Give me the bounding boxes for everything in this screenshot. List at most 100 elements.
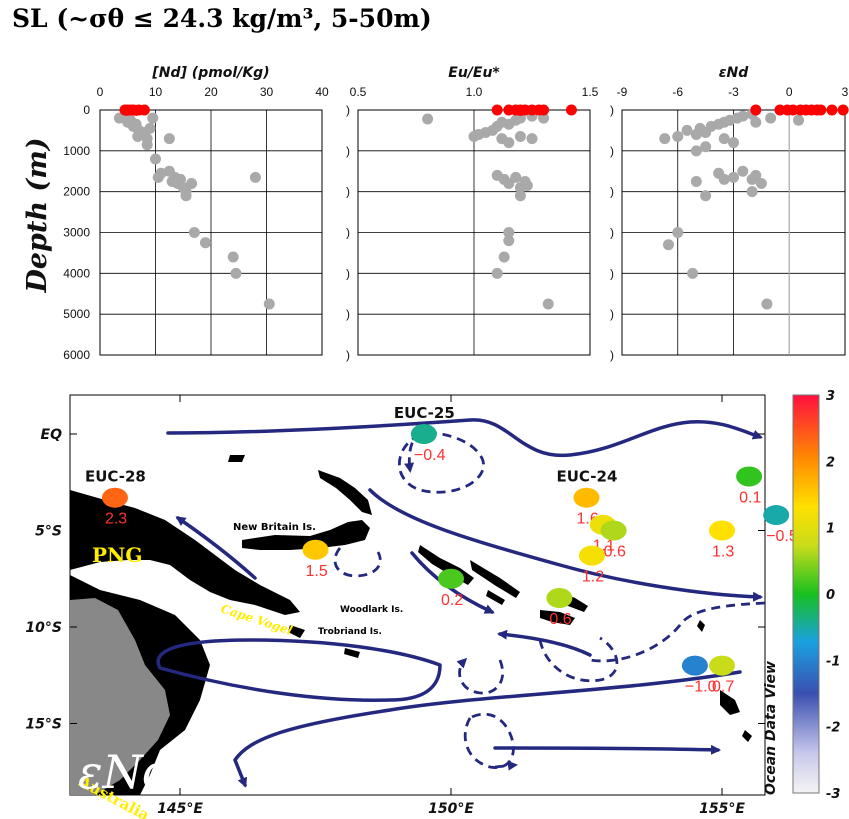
y-tick-mark: ) bbox=[610, 348, 614, 362]
dashed-current-eddy bbox=[463, 712, 515, 767]
x-tick-label: 0 bbox=[786, 85, 793, 99]
epsilon-nd-panel: -9 -6 -3 0 3 εNd))))))) bbox=[610, 65, 849, 362]
x-tick-label: 0.5 bbox=[350, 85, 367, 99]
data-point bbox=[144, 122, 156, 134]
station-value-label: 0.1 bbox=[739, 489, 761, 506]
data-point bbox=[514, 112, 526, 124]
station-value-label: 1.5 bbox=[306, 563, 328, 580]
station-marker bbox=[438, 568, 464, 589]
y-tick-label: 1000 bbox=[63, 144, 90, 158]
station-value-label: 0.6 bbox=[549, 611, 571, 628]
data-point bbox=[538, 104, 550, 116]
y-tick-mark: ) bbox=[346, 226, 350, 240]
y-tick-label: 6000 bbox=[63, 348, 90, 362]
x-tick-label: 1.0 bbox=[466, 85, 483, 99]
map-y-tick-label: 5°S bbox=[35, 524, 62, 540]
data-point bbox=[163, 133, 175, 145]
data-point bbox=[687, 267, 699, 279]
data-point bbox=[718, 133, 730, 145]
station-value-label: 2.3 bbox=[105, 511, 127, 528]
colorbar-tick-label: 3 bbox=[826, 389, 835, 404]
eu-anomaly-panel: 0.5 1.0 1.5 Eu/Eu*))))))) bbox=[346, 65, 599, 362]
data-point bbox=[662, 239, 674, 251]
x-tick-label: 10 bbox=[149, 85, 163, 99]
epsilon-nd-panel-label: εNd bbox=[78, 745, 172, 799]
map-x-tick-label: 150°E bbox=[428, 801, 474, 817]
data-point bbox=[750, 116, 762, 128]
dashed-current-eddy bbox=[456, 657, 504, 695]
y-tick-mark: ) bbox=[610, 103, 614, 117]
station-value-label: 0.6 bbox=[604, 544, 626, 561]
ocean-data-view-label: Ocean Data View bbox=[763, 661, 779, 795]
vanuatu-islands bbox=[697, 620, 752, 742]
y-tick-mark: ) bbox=[346, 307, 350, 321]
new-guinea-landmass bbox=[70, 490, 300, 615]
colorbar-tick-label: 1 bbox=[826, 522, 835, 537]
current-arrow bbox=[368, 488, 763, 602]
current-arrow bbox=[175, 516, 257, 580]
current-arrow bbox=[497, 629, 592, 657]
data-point bbox=[141, 139, 153, 151]
data-point bbox=[510, 171, 522, 183]
data-point bbox=[514, 104, 526, 116]
station-marker bbox=[763, 505, 790, 526]
data-point bbox=[147, 112, 159, 124]
data-point bbox=[728, 171, 739, 183]
data-point bbox=[750, 104, 762, 116]
data-point bbox=[491, 267, 503, 279]
station-name-label: EUC-24 bbox=[557, 468, 618, 486]
data-point bbox=[230, 267, 242, 279]
data-point bbox=[180, 190, 192, 202]
y-tick-mark: ) bbox=[346, 103, 350, 117]
colorbar-tick-label: -1 bbox=[826, 654, 840, 669]
data-point bbox=[565, 104, 577, 116]
solomon-islands bbox=[418, 545, 588, 625]
data-point bbox=[694, 122, 706, 134]
trobriand-label: Trobriand Is. bbox=[318, 627, 382, 637]
station-value-label: −0.5 bbox=[766, 528, 798, 545]
station-value-label: 0.2 bbox=[441, 592, 463, 609]
panel-title: [Nd] (pmol/Kg) bbox=[151, 65, 269, 81]
data-point bbox=[152, 171, 164, 183]
landmasses bbox=[70, 455, 752, 795]
station-value-label: 1.2 bbox=[582, 569, 604, 586]
data-point bbox=[728, 137, 739, 149]
map-x-tick-label: 145°E bbox=[157, 801, 203, 817]
station-marker bbox=[410, 424, 437, 444]
figure-title: SL (~σθ ≤ 24.3 kg/m³, 5-50m) bbox=[12, 4, 432, 33]
y-tick-mark: ) bbox=[610, 266, 614, 280]
station-marker bbox=[573, 487, 600, 508]
y-tick-mark: ) bbox=[346, 144, 350, 158]
x-tick-label: 30 bbox=[260, 85, 274, 99]
data-point bbox=[700, 190, 712, 202]
data-point bbox=[521, 180, 533, 192]
depth-profiles: Depth (m) 0 10 20 30 40 [Nd] (pmol/Kg) 0 1000 20… bbox=[22, 65, 849, 362]
data-point bbox=[672, 227, 684, 238]
station-marker bbox=[709, 520, 735, 541]
data-point bbox=[498, 251, 510, 263]
current-arrow bbox=[233, 670, 742, 785]
station-markers: −0.4EUC-252.3EUC-281.6EUC-241.50.21.10.6… bbox=[85, 404, 798, 696]
depth-axis-label: Depth (m) bbox=[22, 137, 53, 293]
x-tick-label: -6 bbox=[672, 85, 683, 99]
y-tick-label: 2000 bbox=[63, 185, 90, 199]
station-marker bbox=[546, 588, 573, 609]
panel-label-text: εNd bbox=[78, 745, 172, 799]
data-point bbox=[130, 104, 142, 116]
panel-title: εNd bbox=[719, 65, 750, 81]
data-point bbox=[542, 298, 554, 310]
data-point bbox=[503, 137, 515, 149]
colorbar-tick-label: -3 bbox=[826, 787, 840, 802]
data-point bbox=[690, 145, 702, 157]
woodlark-label: Woodlark Is. bbox=[340, 605, 403, 615]
data-point bbox=[746, 186, 758, 198]
station-marker bbox=[600, 520, 627, 541]
y-tick-label: 0 bbox=[83, 103, 90, 117]
data-point bbox=[514, 190, 526, 202]
x-tick-label: 20 bbox=[204, 85, 218, 99]
data-point bbox=[761, 298, 773, 310]
x-tick-label: 40 bbox=[315, 85, 329, 99]
station-marker bbox=[101, 487, 128, 508]
dashed-current-eddy bbox=[538, 636, 619, 683]
